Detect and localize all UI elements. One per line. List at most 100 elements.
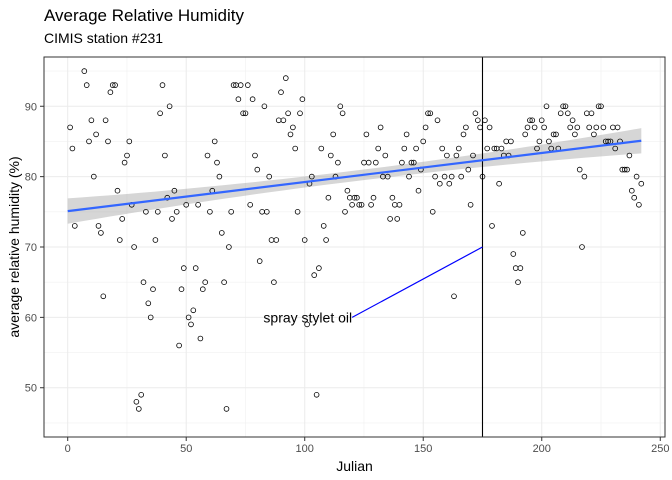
y-axis-title: average relative humidity (%) — [6, 156, 22, 337]
data-point — [223, 406, 230, 412]
data-point — [579, 244, 585, 250]
data-point — [313, 391, 320, 398]
x-tick-label: 150 — [414, 443, 432, 455]
data-point — [242, 110, 249, 117]
data-point — [254, 166, 261, 173]
x-tick-label: 200 — [533, 443, 551, 455]
grid — [44, 57, 665, 437]
data-point — [297, 110, 303, 117]
data-point — [467, 202, 474, 208]
data-point — [434, 117, 441, 124]
data-point — [491, 145, 498, 152]
data-point — [136, 406, 142, 412]
y-tick-label: 80 — [25, 172, 37, 184]
data-point — [581, 173, 588, 180]
data-point — [173, 209, 180, 215]
data-point — [138, 391, 145, 398]
data-point — [441, 173, 448, 180]
data-point — [621, 166, 628, 173]
data-point — [342, 209, 348, 215]
data-point — [240, 110, 246, 117]
data-point — [372, 159, 379, 166]
data-point — [517, 265, 524, 271]
data-point — [195, 202, 201, 208]
data-point — [446, 180, 453, 187]
data-point — [515, 279, 521, 286]
data-point — [230, 82, 237, 88]
y-tick-label: 70 — [25, 242, 37, 254]
data-point — [420, 138, 427, 145]
data-point — [183, 202, 190, 208]
data-point — [337, 103, 344, 110]
data-point — [320, 223, 327, 229]
data-point — [181, 265, 187, 271]
data-point — [247, 202, 254, 208]
data-point — [569, 117, 576, 124]
data-point — [166, 103, 173, 110]
data-point — [197, 335, 204, 342]
data-point — [626, 152, 633, 159]
data-point — [91, 173, 97, 180]
data-point — [498, 145, 505, 152]
data-point — [465, 166, 472, 173]
data-point — [171, 187, 178, 194]
data-point — [245, 82, 251, 88]
data-point — [330, 131, 337, 138]
data-point — [325, 194, 332, 201]
data-point — [190, 307, 197, 314]
data-point — [427, 110, 434, 117]
data-point — [327, 152, 334, 159]
data-point — [496, 180, 502, 187]
data-point — [534, 145, 540, 152]
data-point — [121, 159, 128, 166]
data-point — [159, 82, 166, 88]
data-point — [524, 124, 531, 131]
data-point — [432, 173, 438, 180]
data-point — [145, 300, 152, 307]
data-point — [311, 272, 318, 278]
data-point — [140, 279, 147, 286]
data-points — [67, 68, 645, 412]
data-point — [564, 110, 571, 117]
data-point — [119, 216, 125, 222]
data-point — [628, 187, 635, 194]
data-point — [202, 279, 209, 286]
data-point — [185, 314, 192, 321]
data-point — [252, 152, 258, 159]
y-tick-label: 50 — [25, 383, 37, 395]
data-point — [527, 117, 533, 124]
data-point — [484, 145, 491, 152]
data-point — [72, 223, 78, 229]
data-point — [107, 89, 114, 95]
data-point — [304, 321, 310, 328]
data-point — [394, 216, 401, 222]
data-point — [455, 145, 462, 152]
data-point — [389, 194, 396, 201]
data-point — [631, 194, 637, 201]
data-point — [292, 145, 299, 152]
data-point — [536, 138, 543, 145]
data-point — [237, 82, 244, 88]
data-point — [155, 209, 161, 215]
data-point — [349, 202, 355, 208]
data-point — [460, 131, 467, 138]
x-tick-label: 100 — [296, 443, 314, 455]
data-point — [436, 180, 443, 187]
data-point — [308, 173, 315, 180]
data-point — [235, 96, 242, 102]
data-point — [126, 138, 133, 145]
data-point — [102, 117, 109, 124]
data-point — [294, 209, 301, 215]
data-point — [285, 110, 291, 117]
data-point — [200, 286, 206, 293]
data-point — [572, 131, 578, 138]
data-point — [318, 145, 325, 152]
data-point — [301, 237, 308, 243]
data-point — [591, 131, 597, 138]
data-point — [287, 131, 294, 138]
data-point — [562, 103, 569, 110]
data-point — [633, 173, 640, 180]
data-point — [636, 202, 642, 208]
data-point — [211, 138, 218, 145]
